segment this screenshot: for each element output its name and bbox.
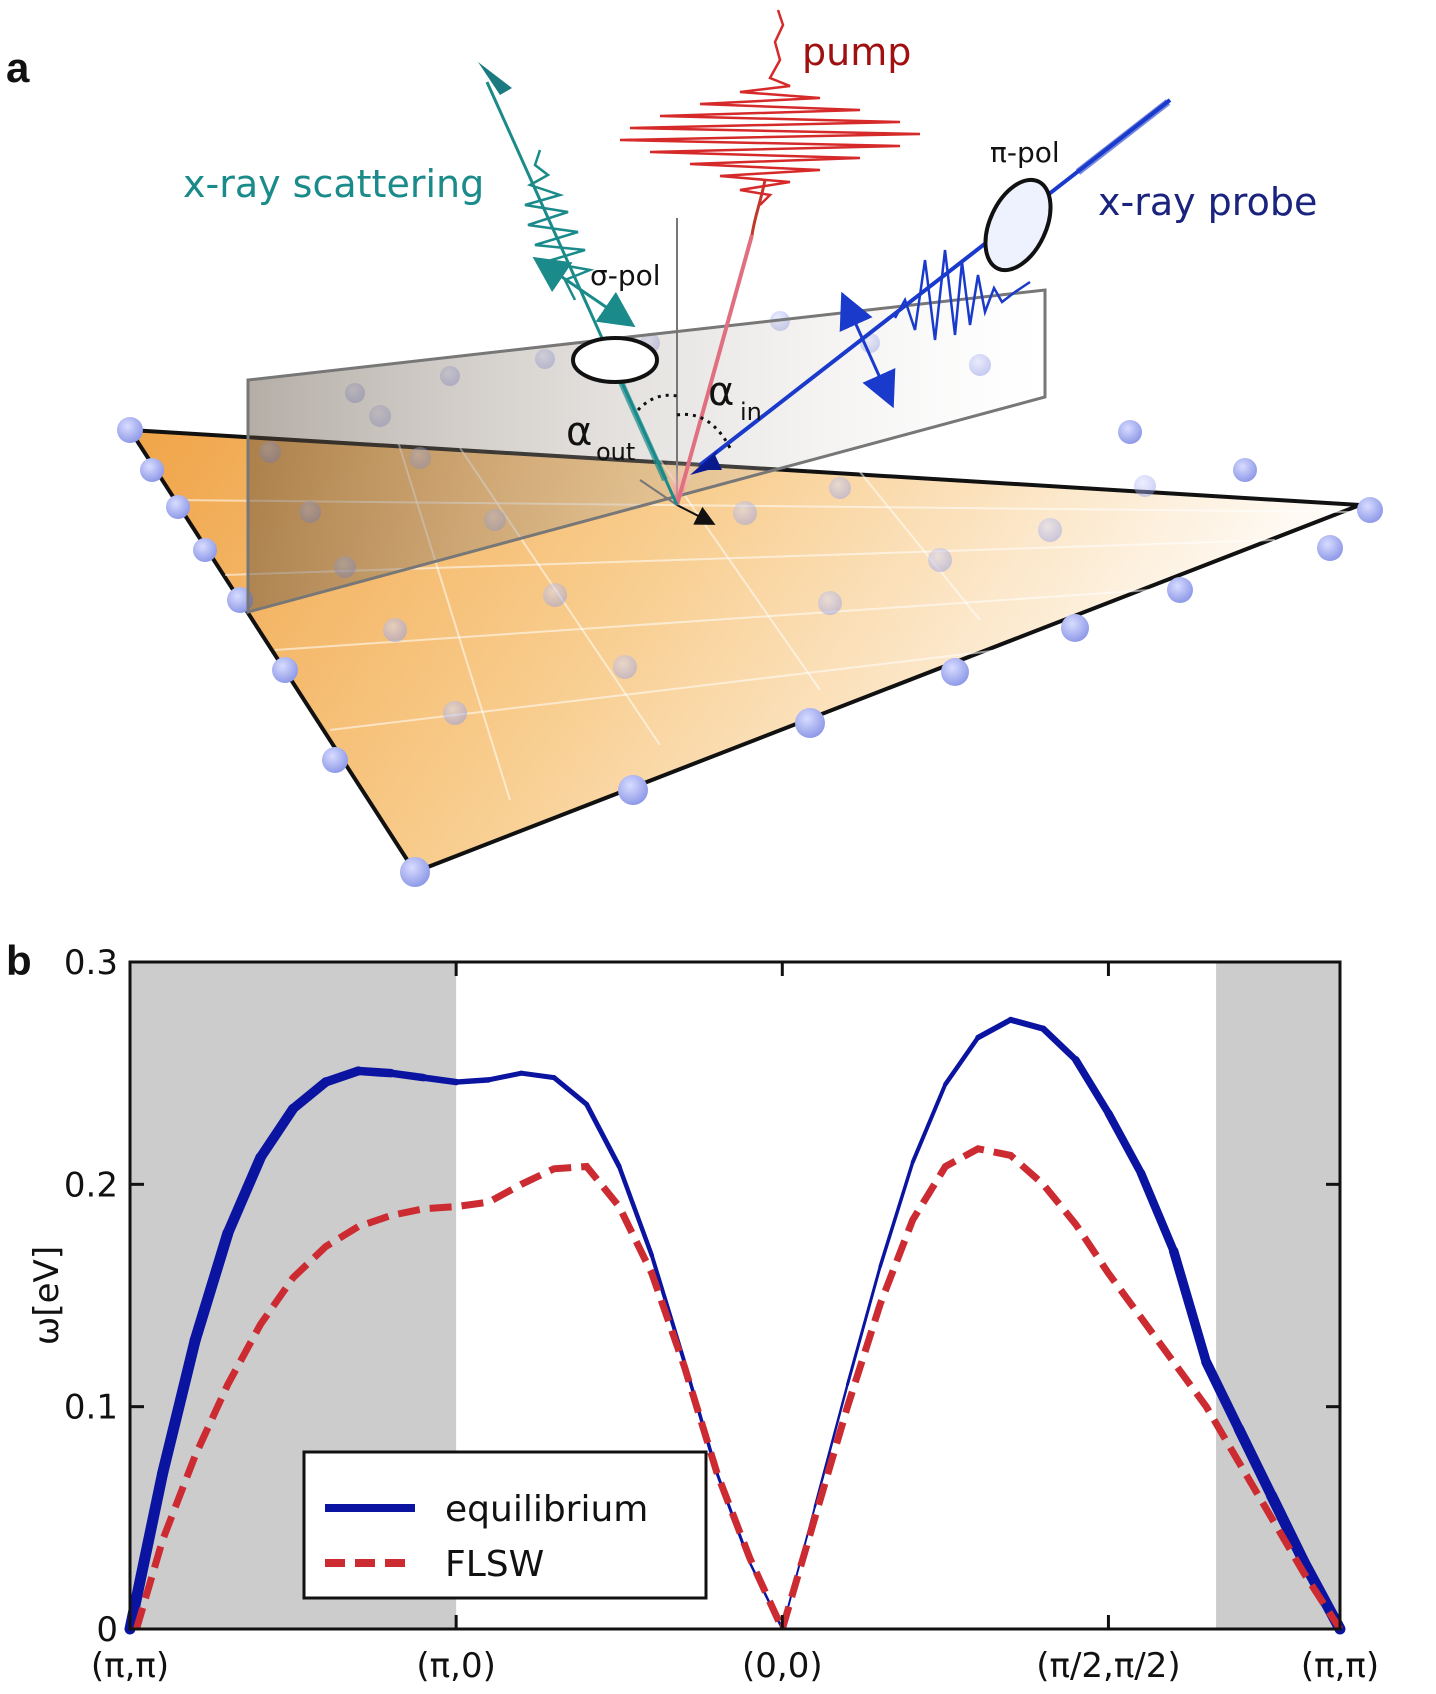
panel-b: b 0 0.1 0.2 0.3 (π,π) (π,0) (0,0) (π/2,π/2) (π,π… <box>6 937 1379 1686</box>
legend-label-equilibrium: equilibrium <box>445 1489 648 1530</box>
series-equilibrium-segment <box>157 1334 201 1479</box>
x-tick-label: (π,0) <box>416 1646 495 1686</box>
series-equilibrium-segment <box>420 1074 460 1086</box>
x-tick-label: (π,π) <box>91 1646 169 1686</box>
series-equilibrium-segment <box>288 1077 331 1114</box>
y-tick-label: 0.1 <box>64 1388 118 1428</box>
series-equilibrium-segment <box>584 1101 622 1170</box>
y-axis-label: ω[eV] <box>27 1246 67 1345</box>
series-equilibrium-segment <box>975 1017 1014 1041</box>
x-tick-label: (π/2,π/2) <box>1036 1646 1180 1686</box>
y-tick-label: 0 <box>96 1610 118 1650</box>
series-equilibrium-segment <box>551 1075 590 1107</box>
pi-pol-vector <box>839 291 896 409</box>
series-equilibrium-segment <box>1136 1168 1178 1256</box>
alpha-in-subscript: in <box>740 398 762 426</box>
sigma-pol-vector <box>532 256 636 328</box>
panel-b-label: b <box>6 937 32 984</box>
alpha-out-subscript: out <box>596 438 635 466</box>
legend-label-flsw: FLSW <box>445 1544 544 1585</box>
series-equilibrium-segment <box>321 1066 363 1087</box>
series-equilibrium-segment <box>1007 1016 1047 1032</box>
panel-a: a <box>6 0 1383 887</box>
pi-pol-label: π-pol <box>990 136 1060 169</box>
series-equilibrium-segment <box>1072 1056 1113 1117</box>
series-equilibrium-segment <box>1233 1423 1277 1501</box>
series-equilibrium-segment <box>846 1265 882 1386</box>
panel-a-label: a <box>6 44 30 91</box>
y-tick-label: 0.2 <box>64 1165 118 1205</box>
series-equilibrium-segment <box>453 1077 492 1085</box>
series-equilibrium-segment <box>943 1035 981 1087</box>
series-equilibrium-segment <box>1168 1246 1212 1367</box>
x-tick-label: (π,π) <box>1301 1646 1379 1686</box>
series-equilibrium-segment <box>1104 1109 1146 1178</box>
polarizer-pi <box>983 177 1053 273</box>
series-equilibrium-segment <box>124 1467 169 1635</box>
x-tick-label: (0,0) <box>742 1646 823 1686</box>
shaded-region-1 <box>1216 962 1340 1629</box>
scattering-label: x-ray scattering <box>183 162 484 206</box>
series-equilibrium-segment <box>616 1164 655 1258</box>
series-equilibrium-segment <box>878 1160 915 1269</box>
series-equilibrium-segment <box>910 1082 948 1165</box>
pump-beam: pump <box>619 9 921 506</box>
probe-label: x-ray probe <box>1098 180 1317 224</box>
axis-ticks: 0 0.1 0.2 0.3 (π,π) (π,0) (0,0) (π/2,π/2) (π,π) <box>64 943 1379 1686</box>
series-equilibrium-segment <box>1201 1357 1244 1434</box>
series-equilibrium-segment <box>354 1066 396 1078</box>
in-plane-arrow <box>676 504 716 525</box>
series-equilibrium-segment <box>222 1152 266 1239</box>
alpha-in-label: α <box>708 369 734 415</box>
sigma-pol-label: σ-pol <box>590 259 661 292</box>
probe-beam: π-pol x-ray probe <box>690 98 1317 475</box>
plot-lines <box>124 1016 1346 1639</box>
series-equilibrium-segment <box>189 1227 234 1346</box>
alpha-out-label: α <box>566 409 592 455</box>
scattering-beam: σ-pol x-ray scattering <box>183 62 679 506</box>
series-equilibrium-segment <box>1266 1490 1310 1568</box>
plot-frame <box>128 960 1342 1631</box>
pump-label: pump <box>802 30 911 74</box>
y-tick-label: 0.3 <box>64 943 118 983</box>
series-equilibrium-segment <box>387 1069 428 1082</box>
series-flsw-line <box>133 1145 1343 1639</box>
polarizer-sigma <box>571 336 659 384</box>
series-equilibrium-segment <box>255 1103 299 1163</box>
series-equilibrium-segment <box>1039 1025 1080 1064</box>
legend: equilibrium FLSW <box>302 1450 708 1600</box>
series-equilibrium-segment <box>518 1070 557 1081</box>
series-equilibrium-segment <box>813 1383 849 1508</box>
series-equilibrium-segment <box>486 1070 524 1083</box>
legend-box <box>302 1450 708 1600</box>
